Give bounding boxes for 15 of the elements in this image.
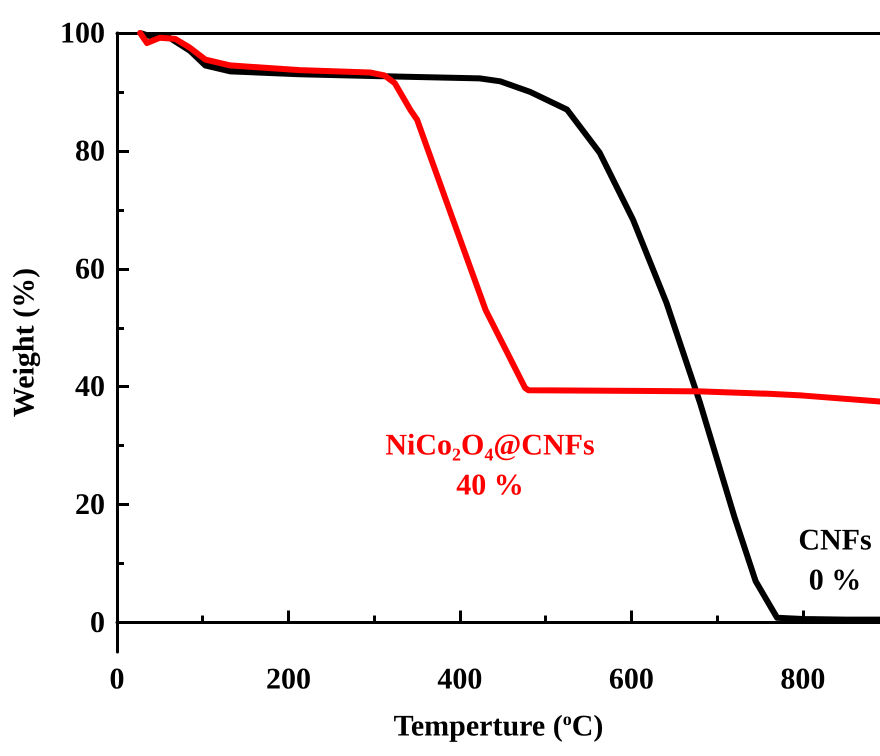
y-tick-label: 100 [60, 16, 105, 50]
y-tick-label: 80 [75, 134, 105, 168]
x-tick-label: 800 [780, 662, 826, 696]
x-tick-label: 400 [437, 662, 482, 696]
y-axis-title: Weight (%) [8, 268, 40, 418]
annotation: 0 % [808, 564, 862, 596]
y-tick-label: 40 [75, 370, 105, 404]
y-tick-label: 60 [75, 252, 105, 286]
x-tick-label: 600 [608, 662, 654, 696]
series-label: CNFs [798, 524, 872, 556]
x-tick-label: 200 [266, 662, 311, 696]
series-label: NiCo₂O₄@CNFs [385, 428, 595, 462]
y-tick-label: 20 [75, 488, 105, 522]
y-tick-label: 0 [90, 606, 105, 640]
annotation: 40 % [456, 468, 524, 502]
